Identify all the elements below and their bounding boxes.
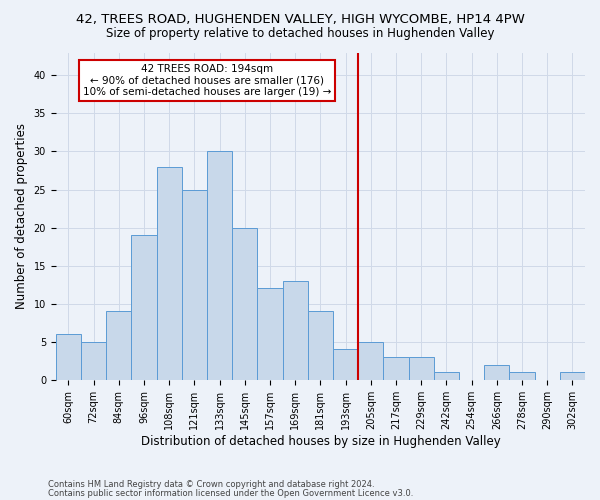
Text: Size of property relative to detached houses in Hughenden Valley: Size of property relative to detached ho…	[106, 28, 494, 40]
Bar	[358, 342, 383, 380]
Bar	[308, 312, 333, 380]
Text: Contains HM Land Registry data © Crown copyright and database right 2024.: Contains HM Land Registry data © Crown c…	[48, 480, 374, 489]
Bar	[157, 166, 182, 380]
Bar	[131, 235, 157, 380]
Bar	[207, 152, 232, 380]
Bar	[283, 281, 308, 380]
Bar	[56, 334, 81, 380]
X-axis label: Distribution of detached houses by size in Hughenden Valley: Distribution of detached houses by size …	[140, 434, 500, 448]
Bar	[182, 190, 207, 380]
Text: 42 TREES ROAD: 194sqm
← 90% of detached houses are smaller (176)
10% of semi-det: 42 TREES ROAD: 194sqm ← 90% of detached …	[83, 64, 331, 97]
Bar	[383, 357, 409, 380]
Bar	[257, 288, 283, 380]
Bar	[484, 364, 509, 380]
Bar	[509, 372, 535, 380]
Bar	[106, 312, 131, 380]
Bar	[232, 228, 257, 380]
Y-axis label: Number of detached properties: Number of detached properties	[15, 123, 28, 309]
Bar	[434, 372, 459, 380]
Bar	[560, 372, 585, 380]
Bar	[81, 342, 106, 380]
Text: 42, TREES ROAD, HUGHENDEN VALLEY, HIGH WYCOMBE, HP14 4PW: 42, TREES ROAD, HUGHENDEN VALLEY, HIGH W…	[76, 12, 524, 26]
Text: Contains public sector information licensed under the Open Government Licence v3: Contains public sector information licen…	[48, 488, 413, 498]
Bar	[333, 350, 358, 380]
Bar	[409, 357, 434, 380]
